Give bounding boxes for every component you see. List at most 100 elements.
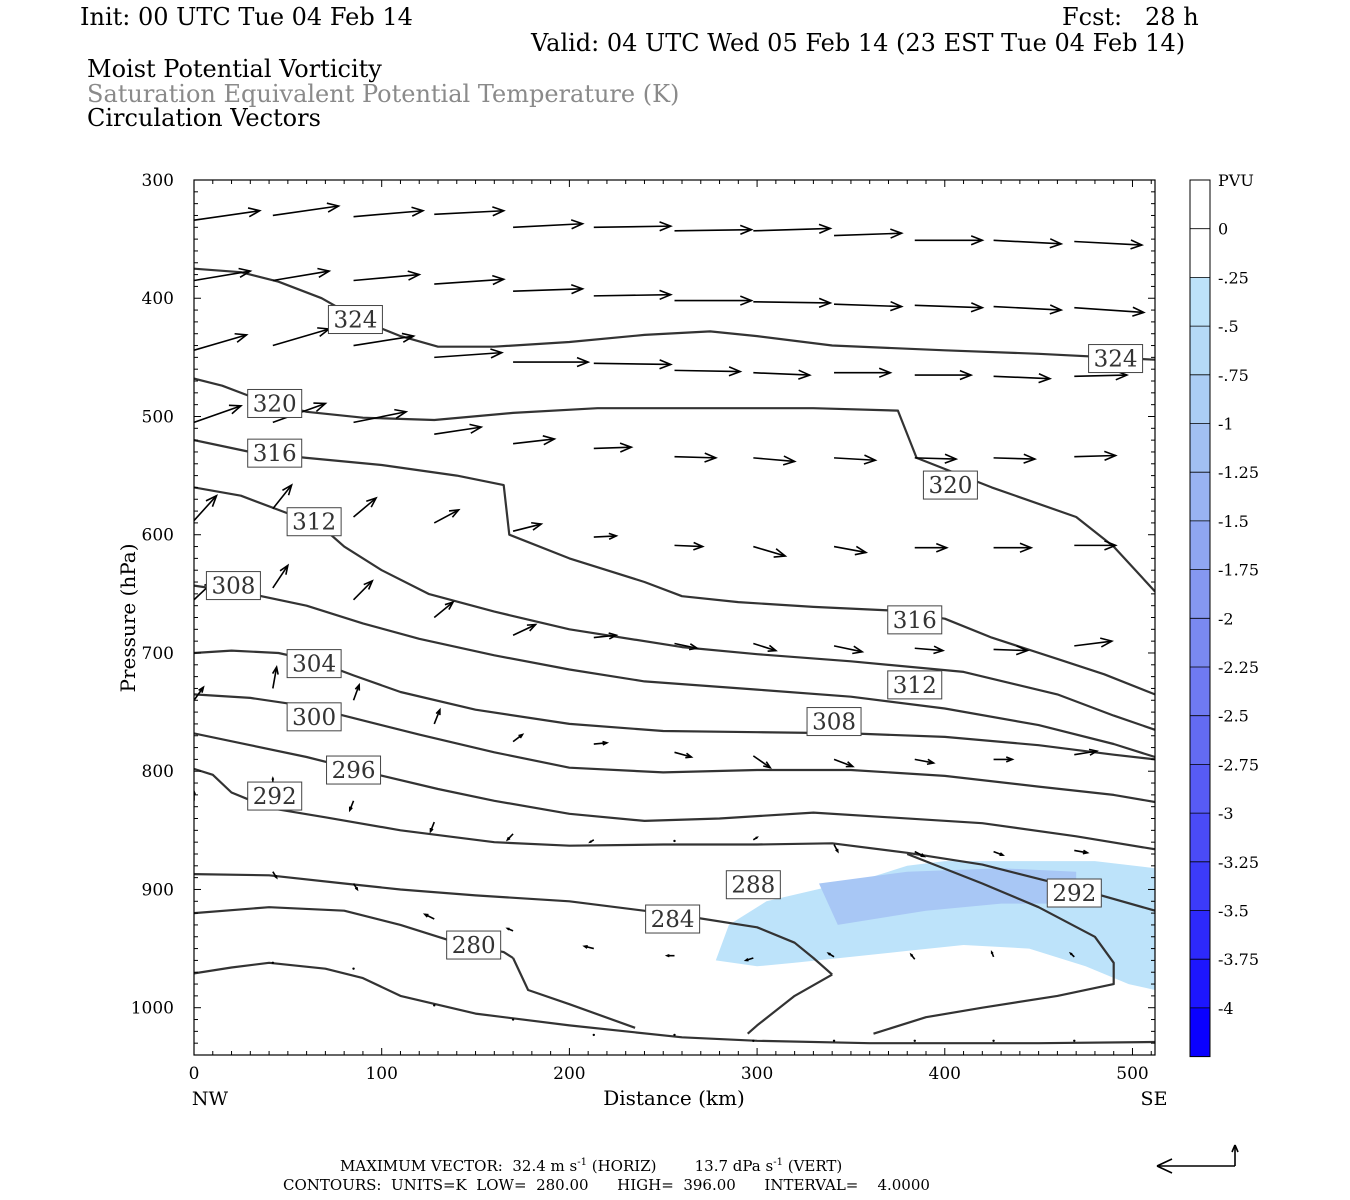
circulation-vector — [743, 957, 754, 962]
circulation-vector — [753, 369, 812, 380]
vector-head — [1015, 645, 1030, 656]
vector-shaft — [674, 228, 752, 232]
vector-shaft — [433, 509, 460, 524]
contour-label: 320 — [922, 470, 978, 500]
circulation-vector — [833, 545, 869, 556]
contour-label: 292 — [247, 781, 303, 811]
circulation-vector — [1068, 951, 1075, 958]
circulation-vector — [434, 423, 484, 436]
contour-label-text: 312 — [893, 673, 937, 699]
vector-shaft — [753, 642, 777, 652]
circulation-vector — [993, 542, 1034, 553]
colorbar-label: -3 — [1218, 804, 1234, 823]
colorbar-swatch — [1190, 715, 1210, 765]
circulation-vector — [993, 645, 1030, 656]
contour-label-box — [725, 870, 781, 900]
colorbar-swatch — [1190, 472, 1210, 521]
vector-shaft — [752, 755, 771, 769]
circulation-vector — [272, 563, 290, 589]
contour-label: 308 — [205, 571, 261, 601]
y-tick-label: 1000 — [131, 999, 174, 1019]
vector-shaft — [834, 303, 902, 308]
contour-line-288 — [746, 973, 833, 1035]
colorbar-label: -.75 — [1218, 366, 1249, 385]
colorbar-swatch — [1190, 423, 1210, 473]
vector-head — [271, 776, 275, 781]
circulation-vector — [673, 1033, 676, 1037]
vector-head — [1132, 306, 1146, 317]
contour-label-box — [286, 649, 342, 679]
colorbar-swatch — [1190, 228, 1210, 278]
vector-shaft — [194, 334, 247, 352]
vector-shaft — [914, 457, 957, 460]
circulation-vector — [1074, 450, 1118, 462]
contour-line-284 — [194, 906, 514, 959]
colorbar-swatch — [1190, 618, 1210, 667]
x-tick-label: 500 — [1116, 1064, 1148, 1084]
circulation-vector — [194, 789, 196, 801]
vector-head — [970, 235, 985, 246]
contour-label-text: 292 — [1052, 881, 1096, 907]
contour-label: 300 — [286, 702, 342, 732]
vector-head — [878, 367, 893, 378]
vector-head — [763, 761, 772, 769]
vector-head — [542, 435, 557, 446]
vector-shaft — [512, 623, 536, 636]
contour-label: 312 — [286, 507, 342, 537]
vector-dot — [271, 961, 275, 964]
contour-line-292 — [194, 767, 1155, 912]
vector-dot — [913, 1039, 916, 1043]
circulation-vector — [1074, 637, 1114, 648]
circulation-vector — [505, 833, 514, 842]
contour-label: 320 — [247, 388, 303, 418]
circulation-vector — [352, 883, 359, 892]
vector-head — [818, 223, 833, 235]
circulation-vector — [505, 927, 514, 932]
colorbar-swatch — [1190, 277, 1210, 327]
vector-shaft — [272, 270, 330, 282]
contour-label-box — [1046, 878, 1102, 908]
vector-head — [863, 454, 878, 465]
colorbar-swatch — [1190, 326, 1210, 375]
colorbar-swatch — [1190, 569, 1210, 619]
vector-head — [608, 632, 619, 640]
vector-shaft — [353, 497, 377, 518]
forecast-hour: Fcst: 28 h — [1062, 3, 1199, 31]
y-tick-label: 800 — [142, 762, 174, 782]
vector-head — [363, 579, 374, 590]
circulation-vector — [993, 850, 1005, 857]
contour-line-292 — [873, 852, 1115, 1035]
contour-label-box — [326, 755, 382, 785]
circulation-vector — [271, 665, 279, 689]
vector-head — [1049, 238, 1064, 249]
vector-shaft — [433, 601, 454, 619]
contour-line-320 — [194, 377, 1155, 593]
colorbar-label: -3.75 — [1218, 950, 1259, 969]
vector-shaft — [753, 300, 831, 304]
contour-line-324 — [194, 267, 1155, 361]
vector-shaft — [1074, 240, 1142, 246]
circulation-vector — [352, 579, 374, 601]
vector-head — [366, 496, 378, 508]
circulation-vector — [513, 283, 585, 295]
vector-shaft — [593, 535, 617, 538]
circulation-vector — [834, 300, 904, 312]
vector-head — [728, 366, 743, 377]
vector-head — [835, 848, 839, 854]
circulation-vector — [909, 952, 916, 960]
circulation-vector — [914, 542, 949, 553]
vector-shaft — [593, 293, 671, 297]
contour-label-box — [887, 605, 943, 635]
contour-label-text: 316 — [893, 608, 937, 634]
circulation-vector — [914, 850, 927, 858]
circulation-vector — [914, 453, 959, 464]
circulation-vector — [993, 304, 1064, 315]
contours-info-line: CONTOURS: UNITS=K LOW= 280.00 HIGH= 396.… — [283, 1176, 930, 1194]
circulation-vector — [434, 348, 504, 359]
vector-shaft — [513, 222, 583, 229]
field-title-theta-es: Saturation Equivalent Potential Temperat… — [87, 80, 680, 108]
vector-shaft — [993, 648, 1028, 652]
vector-shaft — [352, 580, 373, 601]
circulation-vector — [1074, 540, 1118, 551]
vector-head — [659, 289, 673, 301]
